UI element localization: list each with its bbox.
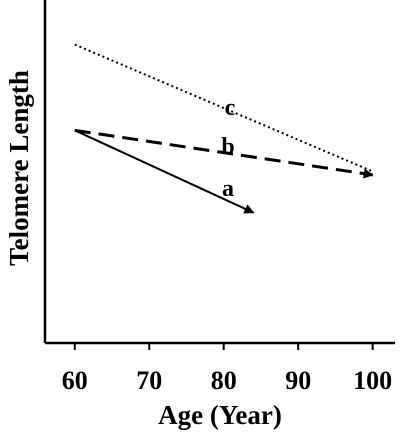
axes: 60 70 80 90 100	[43, 0, 395, 395]
labels-layer: abc	[221, 95, 235, 202]
series-label-b: b	[221, 134, 234, 160]
series-line-c	[74, 43, 374, 173]
x-tick-label: 70	[136, 366, 162, 395]
x-tick-label: 60	[62, 366, 88, 395]
series-line-a	[74, 129, 255, 214]
y-axis-title: Telomere Length	[4, 70, 34, 266]
x-tick-label: 80	[211, 366, 237, 395]
series-line-b	[74, 128, 374, 179]
x-tick-label: 90	[285, 366, 311, 395]
x-axis-title: Age (Year)	[158, 400, 282, 430]
series-label-c: c	[225, 95, 236, 121]
x-tick-label: 100	[353, 366, 392, 395]
series-label-a: a	[222, 176, 234, 202]
series-layer	[74, 43, 374, 214]
